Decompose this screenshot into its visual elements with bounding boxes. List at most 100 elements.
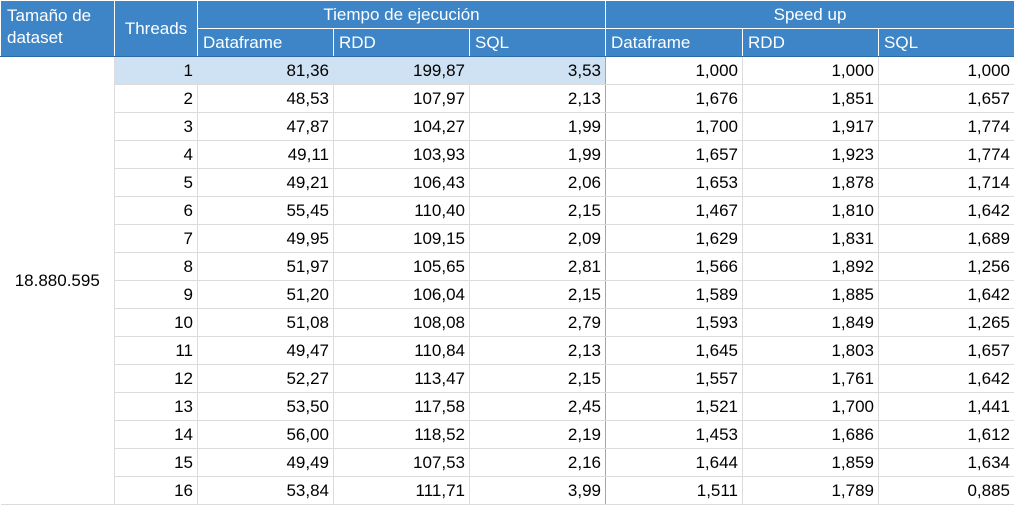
time-sql-cell[interactable]: 2,13 — [470, 337, 606, 365]
time-rdd-cell[interactable]: 109,15 — [334, 225, 470, 253]
header-execution-time[interactable]: Tiempo de ejecución — [198, 1, 606, 29]
speedup-rdd-cell[interactable]: 1,923 — [743, 141, 879, 169]
time-dataframe-cell[interactable]: 55,45 — [198, 197, 334, 225]
time-dataframe-cell[interactable]: 49,95 — [198, 225, 334, 253]
header-dataset-size[interactable]: Tamaño de dataset — [1, 1, 115, 57]
speedup-sql-cell[interactable]: 1,265 — [879, 309, 1014, 337]
speedup-sql-cell[interactable]: 1,714 — [879, 169, 1014, 197]
speedup-sql-cell[interactable]: 1,642 — [879, 281, 1014, 309]
threads-cell[interactable]: 14 — [115, 421, 198, 449]
speedup-sql-cell[interactable]: 1,441 — [879, 393, 1014, 421]
speedup-rdd-cell[interactable]: 1,810 — [743, 197, 879, 225]
speedup-dataframe-cell[interactable]: 1,566 — [606, 253, 743, 281]
time-dataframe-cell[interactable]: 48,53 — [198, 85, 334, 113]
time-sql-cell[interactable]: 2,13 — [470, 85, 606, 113]
header-speedup-rdd[interactable]: RDD — [743, 29, 879, 57]
time-sql-cell[interactable]: 1,99 — [470, 141, 606, 169]
header-time-dataframe[interactable]: Dataframe — [198, 29, 334, 57]
time-sql-cell[interactable]: 2,19 — [470, 421, 606, 449]
speedup-rdd-cell[interactable]: 1,885 — [743, 281, 879, 309]
speedup-rdd-cell[interactable]: 1,803 — [743, 337, 879, 365]
time-dataframe-cell[interactable]: 47,87 — [198, 113, 334, 141]
header-speed-up[interactable]: Speed up — [606, 1, 1014, 29]
time-sql-cell[interactable]: 2,81 — [470, 253, 606, 281]
speedup-dataframe-cell[interactable]: 1,593 — [606, 309, 743, 337]
speedup-rdd-cell[interactable]: 1,761 — [743, 365, 879, 393]
time-sql-cell[interactable]: 2,15 — [470, 365, 606, 393]
speedup-dataframe-cell[interactable]: 1,700 — [606, 113, 743, 141]
time-sql-cell[interactable]: 2,06 — [470, 169, 606, 197]
time-sql-cell[interactable]: 2,15 — [470, 197, 606, 225]
time-dataframe-cell[interactable]: 56,00 — [198, 421, 334, 449]
speedup-dataframe-cell[interactable]: 1,511 — [606, 477, 743, 505]
time-rdd-cell[interactable]: 199,87 — [334, 57, 470, 85]
threads-cell[interactable]: 8 — [115, 253, 198, 281]
speedup-dataframe-cell[interactable]: 1,645 — [606, 337, 743, 365]
time-sql-cell[interactable]: 2,09 — [470, 225, 606, 253]
threads-cell[interactable]: 16 — [115, 477, 198, 505]
threads-cell[interactable]: 13 — [115, 393, 198, 421]
threads-cell[interactable]: 5 — [115, 169, 198, 197]
time-sql-cell[interactable]: 2,16 — [470, 449, 606, 477]
speedup-rdd-cell[interactable]: 1,859 — [743, 449, 879, 477]
threads-cell[interactable]: 6 — [115, 197, 198, 225]
threads-cell[interactable]: 3 — [115, 113, 198, 141]
threads-cell[interactable]: 9 — [115, 281, 198, 309]
time-dataframe-cell[interactable]: 52,27 — [198, 365, 334, 393]
speedup-rdd-cell[interactable]: 1,686 — [743, 421, 879, 449]
time-rdd-cell[interactable]: 118,52 — [334, 421, 470, 449]
speedup-sql-cell[interactable]: 1,634 — [879, 449, 1014, 477]
time-rdd-cell[interactable]: 105,65 — [334, 253, 470, 281]
speedup-sql-cell[interactable]: 1,774 — [879, 113, 1014, 141]
time-rdd-cell[interactable]: 106,43 — [334, 169, 470, 197]
threads-cell[interactable]: 10 — [115, 309, 198, 337]
threads-cell[interactable]: 4 — [115, 141, 198, 169]
speedup-dataframe-cell[interactable]: 1,000 — [606, 57, 743, 85]
time-dataframe-cell[interactable]: 51,08 — [198, 309, 334, 337]
time-sql-cell[interactable]: 3,99 — [470, 477, 606, 505]
speedup-dataframe-cell[interactable]: 1,467 — [606, 197, 743, 225]
threads-cell[interactable]: 2 — [115, 85, 198, 113]
time-dataframe-cell[interactable]: 53,50 — [198, 393, 334, 421]
threads-cell[interactable]: 1 — [115, 57, 198, 85]
speedup-sql-cell[interactable]: 1,657 — [879, 85, 1014, 113]
time-dataframe-cell[interactable]: 49,47 — [198, 337, 334, 365]
time-rdd-cell[interactable]: 106,04 — [334, 281, 470, 309]
speedup-rdd-cell[interactable]: 1,831 — [743, 225, 879, 253]
speedup-sql-cell[interactable]: 0,885 — [879, 477, 1014, 505]
threads-cell[interactable]: 12 — [115, 365, 198, 393]
time-rdd-cell[interactable]: 107,53 — [334, 449, 470, 477]
speedup-dataframe-cell[interactable]: 1,644 — [606, 449, 743, 477]
speedup-sql-cell[interactable]: 1,612 — [879, 421, 1014, 449]
time-dataframe-cell[interactable]: 49,11 — [198, 141, 334, 169]
time-rdd-cell[interactable]: 108,08 — [334, 309, 470, 337]
speedup-rdd-cell[interactable]: 1,917 — [743, 113, 879, 141]
speedup-sql-cell[interactable]: 1,774 — [879, 141, 1014, 169]
time-sql-cell[interactable]: 2,45 — [470, 393, 606, 421]
speedup-sql-cell[interactable]: 1,642 — [879, 197, 1014, 225]
speedup-rdd-cell[interactable]: 1,878 — [743, 169, 879, 197]
speedup-dataframe-cell[interactable]: 1,589 — [606, 281, 743, 309]
speedup-dataframe-cell[interactable]: 1,657 — [606, 141, 743, 169]
speedup-rdd-cell[interactable]: 1,700 — [743, 393, 879, 421]
speedup-sql-cell[interactable]: 1,689 — [879, 225, 1014, 253]
time-rdd-cell[interactable]: 110,84 — [334, 337, 470, 365]
speedup-dataframe-cell[interactable]: 1,557 — [606, 365, 743, 393]
time-rdd-cell[interactable]: 113,47 — [334, 365, 470, 393]
time-rdd-cell[interactable]: 107,97 — [334, 85, 470, 113]
speedup-rdd-cell[interactable]: 1,789 — [743, 477, 879, 505]
speedup-rdd-cell[interactable]: 1,892 — [743, 253, 879, 281]
dataset-size-cell[interactable]: 18.880.595 — [1, 57, 115, 505]
time-rdd-cell[interactable]: 104,27 — [334, 113, 470, 141]
speedup-sql-cell[interactable]: 1,642 — [879, 365, 1014, 393]
speedup-rdd-cell[interactable]: 1,000 — [743, 57, 879, 85]
time-rdd-cell[interactable]: 117,58 — [334, 393, 470, 421]
time-sql-cell[interactable]: 2,79 — [470, 309, 606, 337]
time-dataframe-cell[interactable]: 49,21 — [198, 169, 334, 197]
time-rdd-cell[interactable]: 111,71 — [334, 477, 470, 505]
header-time-rdd[interactable]: RDD — [334, 29, 470, 57]
speedup-dataframe-cell[interactable]: 1,453 — [606, 421, 743, 449]
time-dataframe-cell[interactable]: 53,84 — [198, 477, 334, 505]
threads-cell[interactable]: 7 — [115, 225, 198, 253]
threads-cell[interactable]: 11 — [115, 337, 198, 365]
